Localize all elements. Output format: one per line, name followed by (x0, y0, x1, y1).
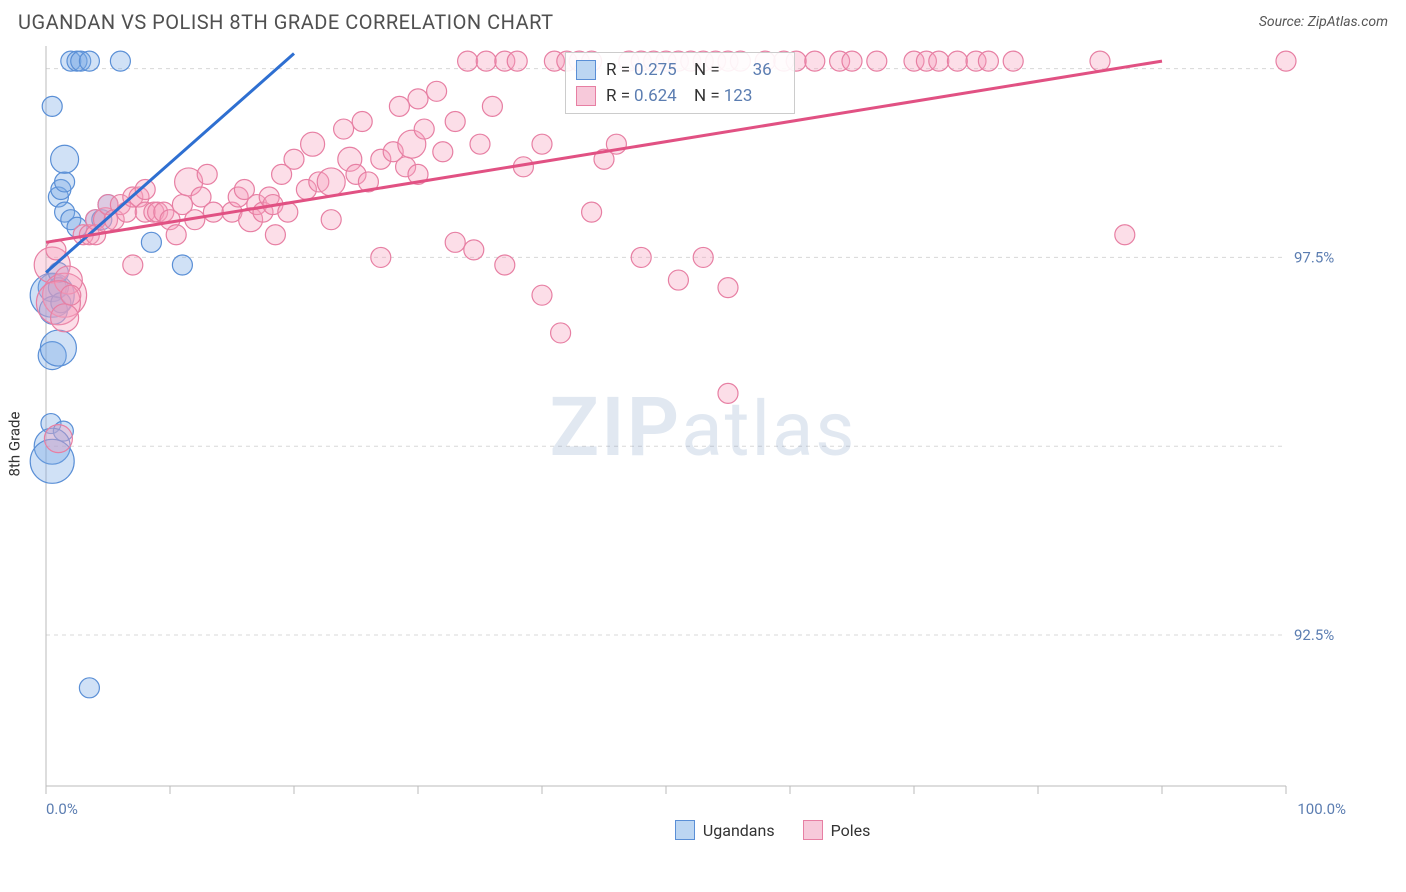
scatter-chart: 92.5% 97.5% 0.0% 100.0% (0, 34, 1406, 854)
svg-text:97.5%: 97.5% (1294, 248, 1334, 266)
r-value: 0.275 (634, 60, 682, 80)
chart-source: Source: ZipAtlas.com (1259, 14, 1388, 30)
n-value: 123 (724, 86, 772, 106)
swatch-icon (576, 86, 596, 106)
legend-label: Ugandans (703, 821, 775, 840)
n-value: 36 (724, 60, 772, 80)
stats-box: R = 0.275 N = 36 R = 0.624 N = 123 (565, 52, 795, 114)
y-axis-label: 8th Grade (5, 412, 23, 477)
svg-text:100.0%: 100.0% (1297, 800, 1346, 818)
stats-row-poles: R = 0.624 N = 123 (576, 83, 784, 109)
legend: Ugandans Poles (675, 820, 898, 840)
chart-header: UGANDAN VS POLISH 8TH GRADE CORRELATION … (0, 0, 1406, 34)
chart-title: UGANDAN VS POLISH 8TH GRADE CORRELATION … (18, 10, 554, 34)
legend-label: Poles (831, 821, 871, 840)
r-value: 0.624 (634, 86, 682, 106)
swatch-icon (675, 820, 695, 840)
stats-row-ugandans: R = 0.275 N = 36 (576, 57, 784, 83)
swatch-icon (576, 60, 596, 80)
swatch-icon (803, 820, 823, 840)
svg-text:92.5%: 92.5% (1294, 626, 1334, 644)
svg-text:0.0%: 0.0% (46, 800, 78, 818)
chart-area: 8th Grade 92.5%97.5%0.0%100.0% ZIPatlas … (0, 34, 1406, 854)
